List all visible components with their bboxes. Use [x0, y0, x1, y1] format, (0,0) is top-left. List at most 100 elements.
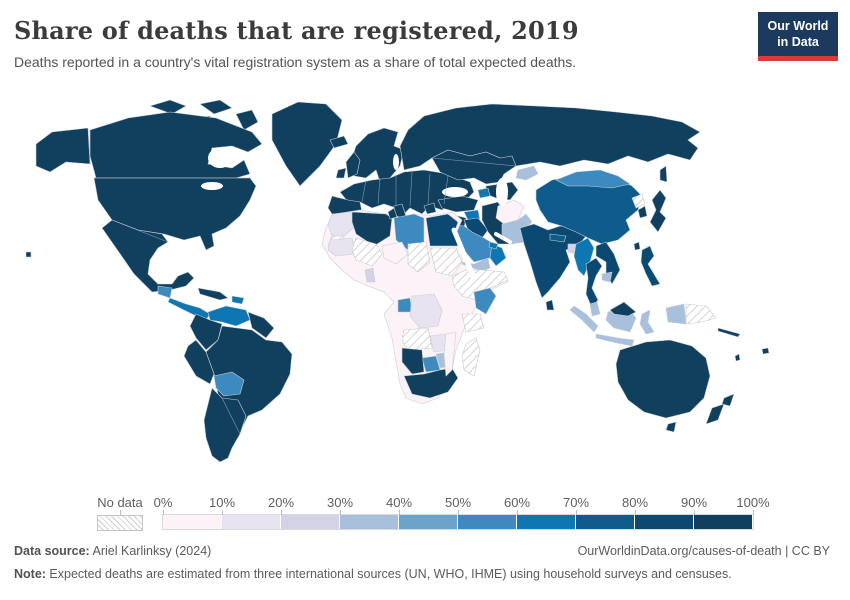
region-drc[interactable]: Democratic Republic of Congo — 10-20% — [410, 294, 442, 328]
region-greece[interactable]: Greece — 90-100% — [424, 203, 436, 214]
region-thailand[interactable]: Thailand — 80-90% — [586, 258, 602, 308]
region-argentina-chile[interactable]: Argentina & Chile — 90-100% — [204, 388, 246, 462]
region-pacific-islands[interactable]: Fiji, Solomon Islands & Vanuatu — 90-100… — [718, 328, 769, 361]
region-bolivia[interactable]: Bolivia — 50-60% — [214, 372, 244, 396]
region-oman[interactable]: Oman — 60-70% — [490, 244, 506, 266]
legend-tick-mark — [458, 510, 459, 515]
region-algeria[interactable]: Algeria — 90-100% — [352, 212, 392, 246]
region-horn-of-africa[interactable]: Ethiopia & Somalia — No data — [452, 270, 508, 300]
region-papua-new-guinea[interactable]: Papua New Guinea — No data — [686, 304, 716, 324]
region-cuba[interactable]: Cuba — 90-100% — [198, 288, 228, 300]
region-colombia[interactable]: Colombia — 90-100% — [190, 314, 222, 350]
region-south-africa[interactable]: South Africa — 90-100% — [404, 368, 458, 398]
red-sea — [454, 230, 474, 278]
legend-bin-20-30%[interactable] — [281, 515, 340, 529]
legend-tick-mark — [281, 510, 282, 515]
region-south-korea[interactable]: South Korea — 90-100% — [638, 206, 647, 218]
region-greenland[interactable]: Greenland — 90-100% — [272, 102, 342, 186]
region-mozambique[interactable]: Mozambique — 0-10% — [444, 332, 456, 376]
region-mongolia[interactable]: Mongolia — 50-60% — [556, 170, 630, 188]
region-philippines[interactable]: Philippines — 80-90% — [641, 246, 660, 286]
legend-bin-60-70%[interactable] — [517, 515, 576, 529]
region-sulawesi[interactable]: Indonesia (Sulawesi) — 30-40% — [640, 310, 654, 334]
region-new-zealand-south[interactable]: New Zealand (South Island) — 90-100% — [706, 404, 724, 424]
region-sumatra[interactable]: Indonesia (Sumatra) — 30-40% — [570, 306, 598, 332]
region-uk[interactable]: United Kingdom — 90-100% — [346, 152, 360, 178]
legend-tick-label-0%: 0% — [153, 495, 173, 510]
legend-bin-0-10%[interactable] — [163, 515, 222, 529]
region-tanzania[interactable]: Tanzania — No data — [462, 314, 484, 332]
legend-tick-mark — [399, 510, 400, 515]
legend-tick-mark — [517, 510, 518, 515]
persian-gulf — [496, 234, 510, 242]
region-gabon[interactable]: Gabon — 50-60% — [398, 298, 412, 312]
legend-bin-10-20%[interactable] — [222, 515, 281, 529]
region-new-zealand-north[interactable]: New Zealand (North Island) — 90-100% — [722, 394, 734, 406]
region-niger[interactable]: Niger — 0-10% — [382, 242, 408, 264]
baltic-sea — [393, 154, 399, 170]
region-guyanas[interactable]: Guyana & Suriname — 90-100% — [248, 312, 274, 338]
region-north-korea[interactable]: North Korea — No data — [632, 194, 645, 208]
note-line: Note: Expected deaths are estimated from… — [14, 567, 732, 581]
region-peru[interactable]: Peru — 90-100% — [184, 340, 214, 384]
region-japan[interactable]: Japan — 90-100% — [650, 190, 666, 232]
region-chad[interactable]: Chad — No data — [408, 242, 430, 272]
region-tunisia[interactable]: Tunisia — 90-100% — [388, 208, 397, 219]
legend-bin-90-100%[interactable] — [694, 515, 753, 529]
region-taiwan[interactable]: Taiwan — 90-100% — [634, 242, 640, 250]
region-ireland[interactable]: Ireland — 90-100% — [336, 168, 346, 178]
attribution-link[interactable]: OurWorldinData.org/causes-of-death | CC … — [577, 544, 830, 558]
region-australia[interactable]: Australia — 90-100% — [616, 340, 710, 418]
region-malay-peninsula[interactable]: Malaysia (peninsular) — 30-40% — [590, 302, 600, 316]
region-malaysia-borneo[interactable]: Malaysia (Borneo) — 90-100% — [610, 302, 636, 316]
legend-tick-label-60%: 60% — [503, 495, 531, 510]
no-data-swatch[interactable] — [97, 515, 143, 531]
region-madagascar[interactable]: Madagascar — No data — [462, 338, 480, 376]
region-kazakhstan[interactable]: Kazakhstan — 90-100% — [432, 150, 516, 184]
region-arctic-islands[interactable]: Canadian Arctic Islands — 90-100% — [150, 100, 258, 130]
region-sudan[interactable]: Sudan — No data — [430, 248, 462, 276]
region-ghana[interactable]: Ghana — 20-30% — [365, 268, 375, 282]
region-uae[interactable]: United Arab Emirates — 60-70% — [489, 242, 498, 249]
region-nepal[interactable]: Nepal — 70-80% — [550, 234, 566, 242]
legend-bin-80-90%[interactable] — [635, 515, 694, 529]
region-sri-lanka[interactable]: Sri Lanka — 90-100% — [546, 300, 554, 310]
region-azerbaijan[interactable]: Azerbaijan — 60-70% — [478, 188, 490, 198]
region-alaska[interactable]: United States (Alaska) — 90-100% — [36, 128, 90, 172]
region-kyrgyz-tajik[interactable]: Kyrgyzstan & Tajikistan — 30-40% — [516, 166, 538, 180]
legend-tick-label-50%: 50% — [444, 495, 472, 510]
region-hawaii[interactable]: United States (Hawaii) — 90-100% — [26, 252, 31, 257]
map-legend: No data 0% 10% 20% 30% 40% 50% 60% 70% 80% 90% 100… — [0, 494, 850, 536]
region-namibia[interactable]: Namibia — 90-100% — [402, 348, 424, 374]
region-cambodia[interactable]: Cambodia — 30-40% — [602, 272, 612, 282]
region-laos-vietnam[interactable]: Vietnam & Laos — 80-90% — [596, 242, 620, 284]
region-mali[interactable]: Mali — No data — [352, 238, 382, 266]
region-india[interactable]: India — 80-90% — [520, 224, 586, 298]
country-borders — [90, 130, 516, 434]
region-hispaniola[interactable]: Dominican Republic & Haiti — 60-70% — [232, 296, 244, 304]
legend-tick-label-30%: 30% — [326, 495, 354, 510]
region-guatemala[interactable]: Guatemala — 50-60% — [158, 286, 172, 298]
data-source-line: Data source: Ariel Karlinksy (2024) — [14, 544, 211, 558]
legend-tick-mark — [163, 510, 164, 515]
region-iceland[interactable]: Iceland — 90-100% — [330, 136, 348, 148]
region-canada[interactable]: Canada — 90-100% — [90, 112, 262, 178]
region-kenya[interactable]: Kenya — 50-60% — [474, 288, 496, 314]
page-subtitle: Deaths reported in a country's vital reg… — [14, 54, 577, 70]
region-angola[interactable]: Angola — No data — [402, 328, 432, 350]
owid-logo[interactable]: Our World in Data — [758, 12, 838, 61]
legend-bin-70-80%[interactable] — [576, 515, 635, 529]
legend-tick-mark — [222, 510, 223, 515]
legend-tick-mark — [753, 510, 754, 515]
region-java[interactable]: Indonesia (Java) — 30-40% — [596, 334, 634, 346]
region-central-america[interactable]: Costa Rica, Nicaragua & Panama — 60-70% — [168, 298, 210, 320]
region-mauritania[interactable]: Mauritania — 10-20% — [328, 238, 356, 256]
region-venezuela[interactable]: Venezuela — 60-70% — [208, 306, 250, 326]
owid-logo-line2: in Data — [777, 35, 819, 50]
legend-bin-50-60%[interactable] — [458, 515, 517, 529]
legend-bin-30-40%[interactable] — [340, 515, 399, 529]
legend-bin-40-50%[interactable] — [399, 515, 458, 529]
region-tasmania[interactable]: Australia (Tasmania) — 90-100% — [666, 422, 676, 432]
region-west-papua[interactable]: Indonesia (Papua) — 30-40% — [666, 304, 686, 324]
region-sakhalin[interactable]: Russia (Sakhalin) — 90-100% — [660, 166, 667, 182]
